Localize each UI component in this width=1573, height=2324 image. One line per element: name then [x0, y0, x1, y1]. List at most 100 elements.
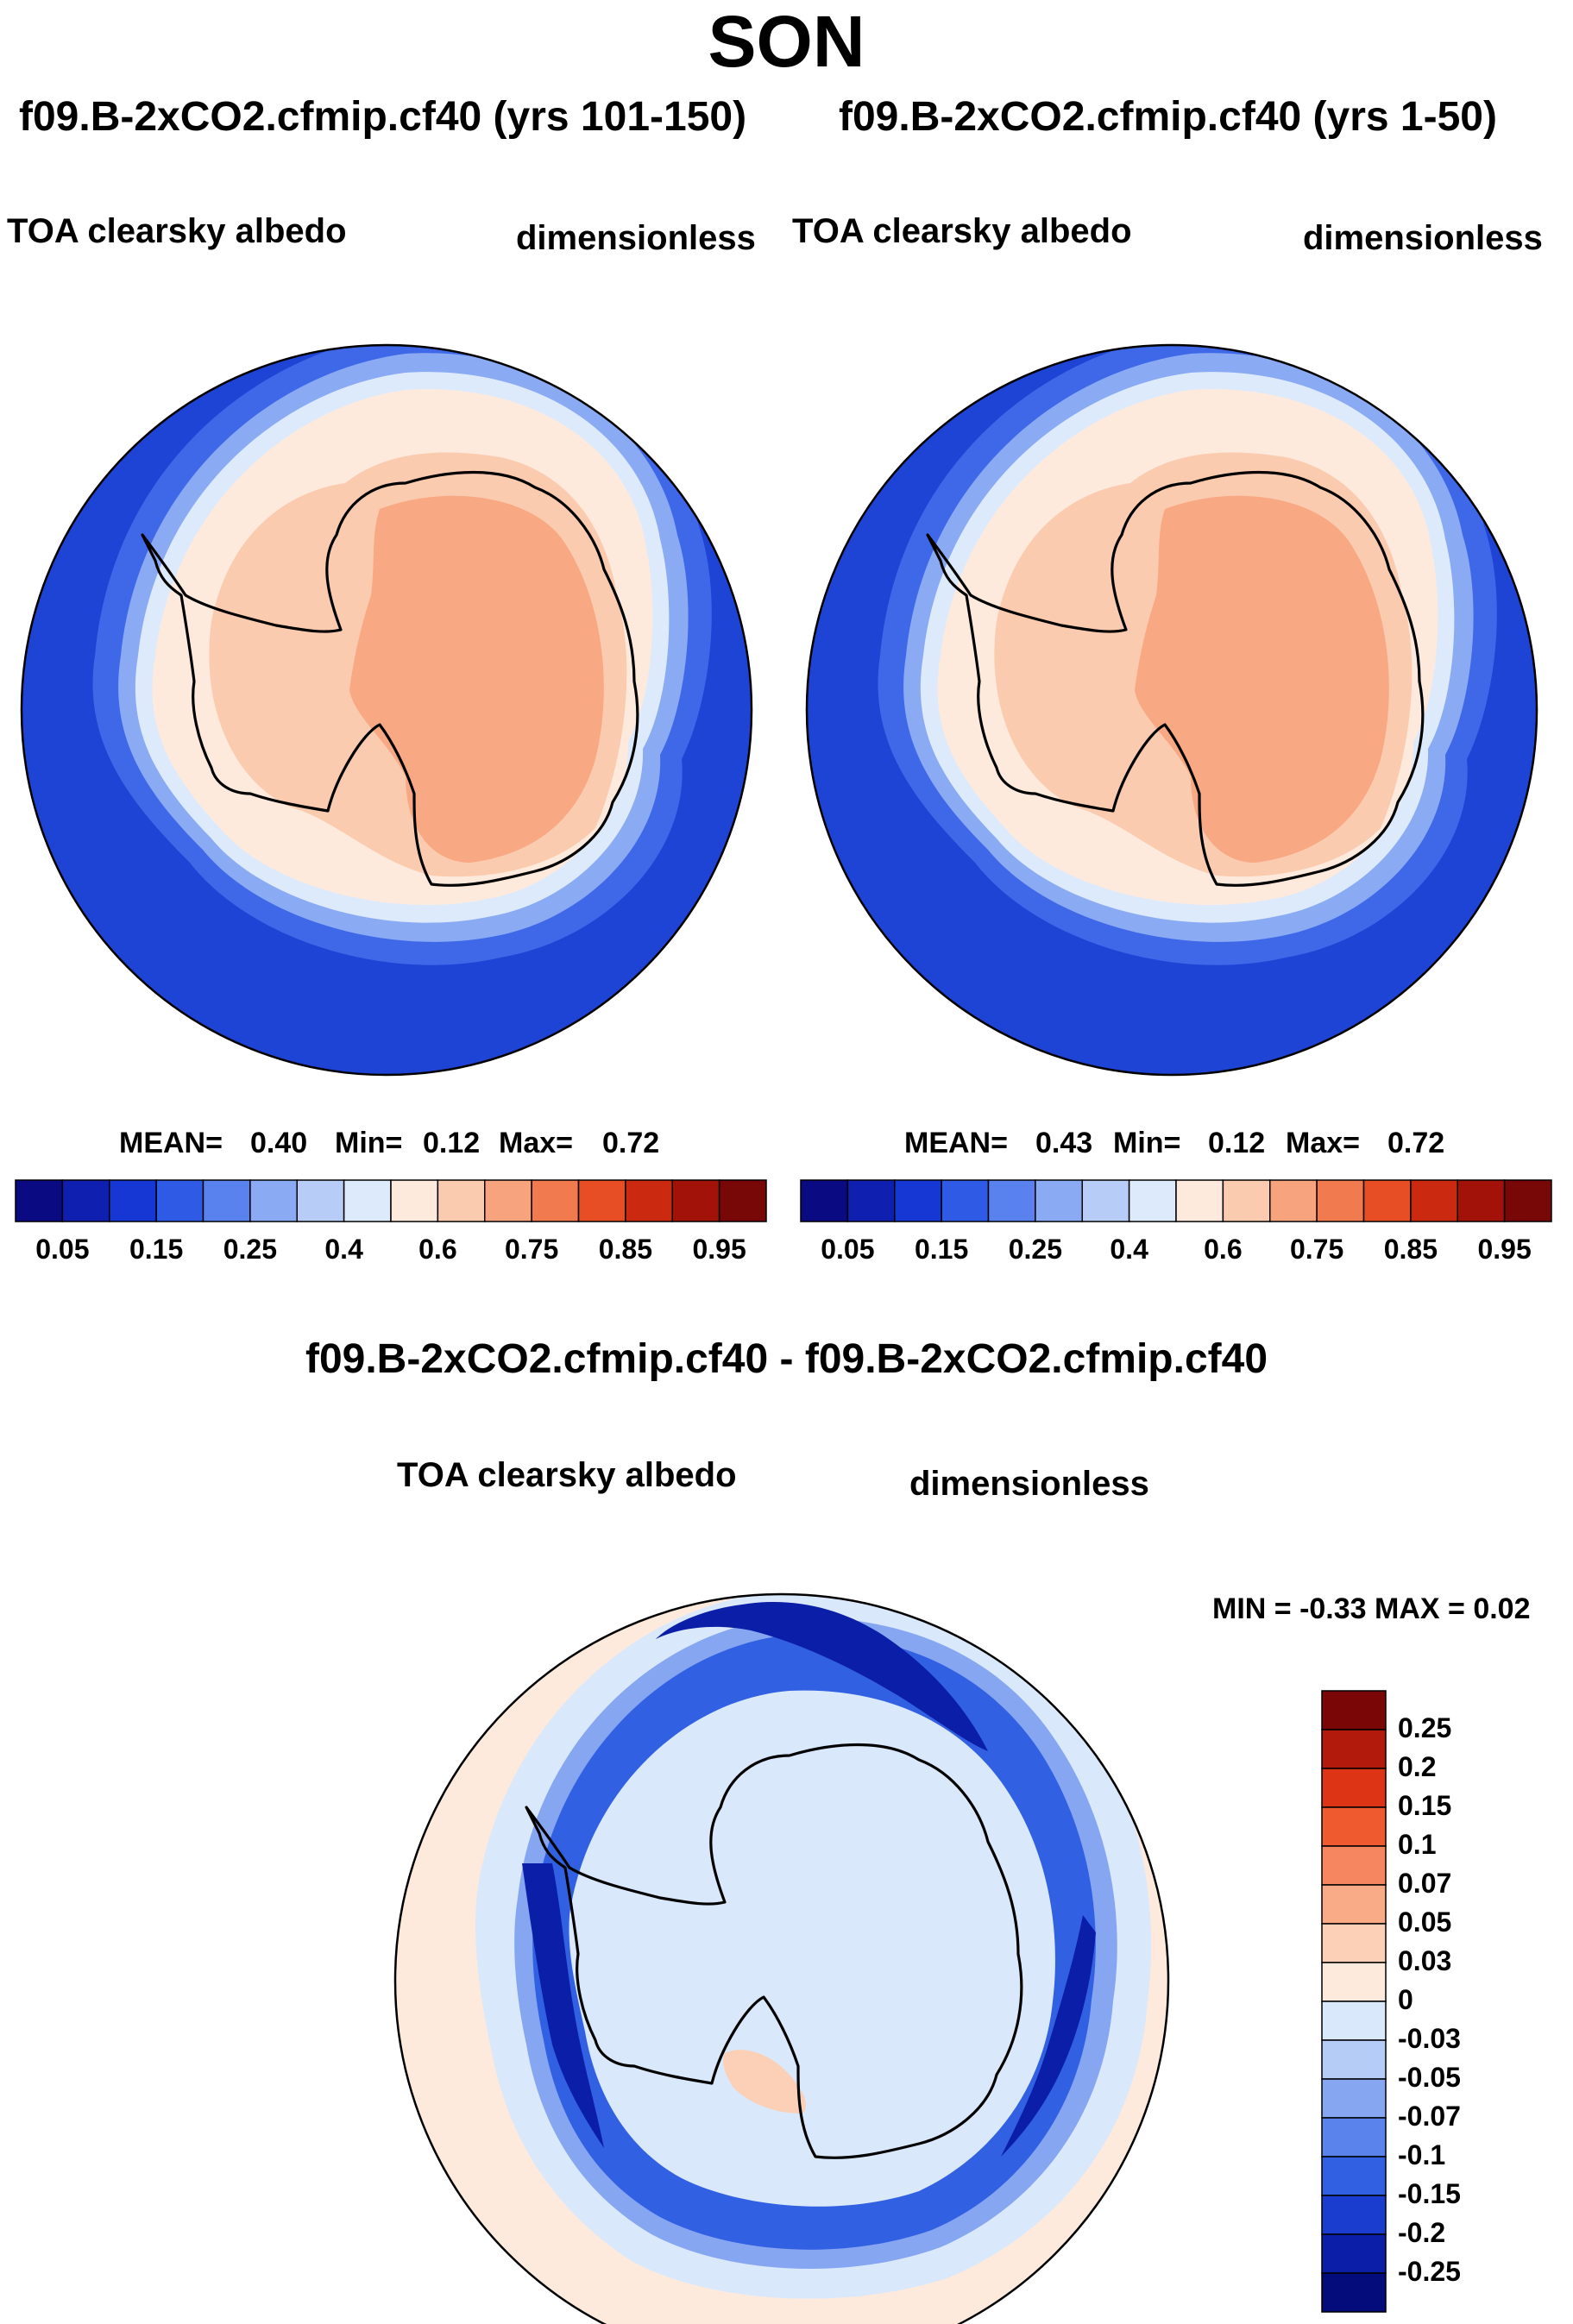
- panel1-title: f09.B-2xCO2.cfmip.cf40 (yrs 101-150): [19, 94, 747, 140]
- panel3-colorbar-swatch: [1321, 2039, 1387, 2080]
- panel1-max-value: 0.72: [602, 1127, 660, 1159]
- panel1-colorbar-tick-label: 0.85: [598, 1234, 653, 1265]
- panel3-colorbar-swatch: [1321, 2078, 1387, 2119]
- panel1-colorbar: [15, 1179, 767, 1222]
- panel1-colorbar-swatch: [202, 1179, 251, 1222]
- panel2-units-label: dimensionless: [1303, 219, 1543, 257]
- panel2-colorbar-swatch: [1175, 1179, 1224, 1222]
- panel1-colorbar-swatch: [249, 1179, 298, 1222]
- panel2-colorbar: [800, 1179, 1552, 1222]
- panel2-colorbar-swatch: [1457, 1179, 1506, 1222]
- panel2-colorbar-tick-label: 0.75: [1289, 1234, 1344, 1265]
- panel3-colorbar-swatch: [1321, 1806, 1387, 1847]
- panel2-mean-label: MEAN=: [904, 1127, 1008, 1159]
- panel3-deep-negative-band-east: [1001, 1915, 1096, 2157]
- panel3-colorbar-swatch: [1321, 1845, 1387, 1886]
- panel3-colorbar-swatch: [1321, 2233, 1387, 2274]
- panel2-colorbar-swatch: [1503, 1179, 1552, 1222]
- panel3-colorbar-tick-label: -0.15: [1398, 2178, 1461, 2209]
- panel2-colorbar-swatch: [941, 1179, 990, 1222]
- panel3-colorbar-tick-label: -0.1: [1398, 2139, 1446, 2170]
- panel2-colorbar-swatch: [1362, 1179, 1412, 1222]
- panel3-colorbar-tick-label: 0.25: [1398, 1712, 1452, 1743]
- panel2-colorbar-swatch: [894, 1179, 942, 1222]
- panel3-map-boundary: [393, 1592, 1170, 2324]
- panel2-colorbar-tick-label: 0.05: [821, 1234, 875, 1265]
- panel1-colorbar-swatch: [343, 1179, 392, 1222]
- panel1-colorbar-tick-label: 0.15: [129, 1234, 184, 1265]
- panel3-colorbar-tick-label: 0.05: [1398, 1906, 1452, 1938]
- panel2-colorbar-tick-label: 0.95: [1477, 1234, 1532, 1265]
- panel3-colorbar: [1321, 1690, 1387, 2313]
- panel2-colorbar-swatch: [1222, 1179, 1271, 1222]
- panel1-colorbar-swatch: [61, 1179, 110, 1222]
- panel1-mean-value: 0.40: [250, 1127, 308, 1159]
- panel3-colorbar-tick-label: 0.03: [1398, 1945, 1452, 1976]
- panel2-min-label: Min=: [1113, 1127, 1181, 1159]
- panel3-colorbar-swatch: [1321, 2117, 1387, 2158]
- panel3-colorbar-tick-label: -0.07: [1398, 2101, 1461, 2132]
- panel3-colorbar-tick-label: 0.15: [1398, 1790, 1452, 1821]
- panel1-units-label: dimensionless: [516, 219, 756, 257]
- panel2-map-boundary: [805, 343, 1538, 1077]
- panel3-colorbar-swatch: [1321, 1729, 1387, 1769]
- panel3-colorbar-swatch: [1321, 1962, 1387, 2002]
- panel3-colorbar-tick-label: 0.07: [1398, 1868, 1452, 1899]
- panel3-units-label: dimensionless: [909, 1465, 1149, 1503]
- panel1-colorbar-tick-label: 0.05: [35, 1234, 90, 1265]
- panel1-colorbar-tick-label: 0.75: [504, 1234, 559, 1265]
- panel3-colorbar-tick-label: 0: [1398, 1984, 1413, 2015]
- panel2-colorbar-tick-label: 0.4: [1110, 1234, 1148, 1265]
- panel3-colorbar-tick-label: -0.03: [1398, 2023, 1461, 2054]
- panel3-colorbar-tick-label: 0.1: [1398, 1829, 1437, 1860]
- panel2-min-value: 0.12: [1208, 1127, 1266, 1159]
- panel3-colorbar-swatch: [1321, 1768, 1387, 1808]
- panel3-deep-negative-band: [656, 1601, 988, 1751]
- panel1-colorbar-tick-label: 0.25: [223, 1234, 278, 1265]
- panel2-plateau-field: [1135, 495, 1389, 863]
- panel1-variable-label: TOA clearsky albedo: [7, 212, 347, 250]
- panel3-colorbar-tick-label: -0.25: [1398, 2256, 1461, 2287]
- panel2-colorbar-swatch: [987, 1179, 1036, 1222]
- panel3-colorbar-swatch: [1321, 2001, 1387, 2041]
- figure-title: SON: [708, 1, 865, 82]
- panel3-colorbar-swatch: [1321, 2195, 1387, 2235]
- panel2-colorbar-swatch: [800, 1179, 849, 1222]
- panel2-colorbar-swatch: [1081, 1179, 1130, 1222]
- panel1-colorbar-tick-label: 0.95: [692, 1234, 746, 1265]
- panel1-coastline: [141, 470, 639, 887]
- panel2-title: f09.B-2xCO2.cfmip.cf40 (yrs 1-50): [839, 94, 1497, 140]
- panel1-map-boundary: [20, 343, 753, 1077]
- panel1-colorbar-tick-label: 0.6: [418, 1234, 457, 1265]
- panel3-coastline: [525, 1743, 1023, 2159]
- panel3-variable-label: TOA clearsky albedo: [397, 1456, 737, 1494]
- panel3-colorbar-swatch: [1321, 2156, 1387, 2196]
- panel2-colorbar-tick-label: 0.25: [1008, 1234, 1063, 1265]
- panel3-colorbar-tick-label: 0.2: [1398, 1751, 1437, 1782]
- panel2-max-label: Max=: [1286, 1127, 1360, 1159]
- panel1-colorbar-swatch: [15, 1179, 64, 1222]
- panel3-title: f09.B-2xCO2.cfmip.cf40 - f09.B-2xCO2.cfm…: [305, 1336, 1268, 1382]
- panel3-min-max-text: MIN = -0.33 MAX = 0.02: [1212, 1592, 1531, 1625]
- panel1-max-label: Max=: [499, 1127, 573, 1159]
- panel2-colorbar-swatch: [1410, 1179, 1458, 1222]
- panel2-colorbar-tick-label: 0.85: [1383, 1234, 1438, 1265]
- panel1-colorbar-tick-label: 0.4: [324, 1234, 363, 1265]
- panel3-positive-patch: [723, 2050, 806, 2114]
- panel2-colorbar-tick-label: 0.6: [1204, 1234, 1243, 1265]
- panel1-min-label: Min=: [335, 1127, 403, 1159]
- panel2-max-value: 0.72: [1387, 1127, 1445, 1159]
- panel3-deep-negative-band-west: [522, 1863, 604, 2148]
- panel3-near-zero-interior: [569, 1690, 1055, 2207]
- panel1-mean-label: MEAN=: [119, 1127, 223, 1159]
- panel3-colorbar-swatch: [1321, 1923, 1387, 1963]
- panel1-colorbar-swatch: [296, 1179, 345, 1222]
- panel3-colorbar-tick-label: -0.05: [1398, 2062, 1461, 2093]
- panel3-colorbar-swatch: [1321, 1884, 1387, 1925]
- panel1-plateau-field: [349, 495, 604, 863]
- panel1-colorbar-swatch: [484, 1179, 532, 1222]
- panel2-colorbar-swatch: [1316, 1179, 1365, 1222]
